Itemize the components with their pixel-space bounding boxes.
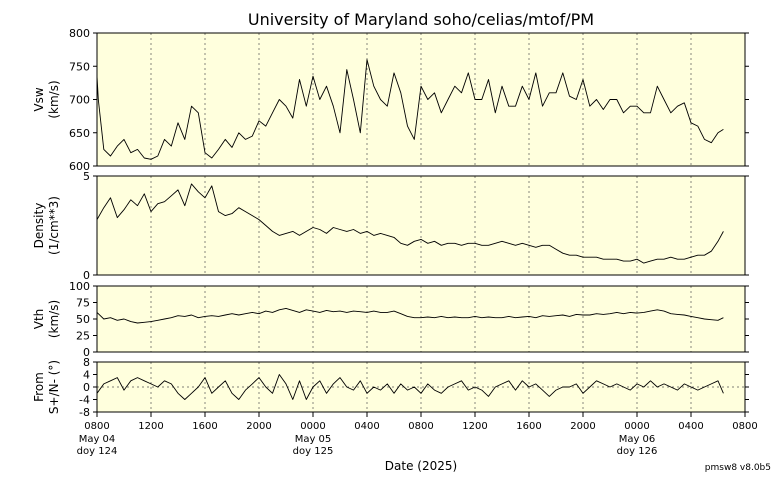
- panel-3: 0 25 50 75 100 Vth (km/s): [32, 280, 749, 359]
- y-tick-label: 600: [69, 160, 90, 173]
- y-axis-unit: (1/cm**3): [47, 196, 61, 255]
- date-label: May 05: [295, 434, 332, 445]
- y-tick-label: 8: [83, 356, 90, 369]
- x-tick-label: 1600: [192, 421, 217, 432]
- x-axis: 0800 1200 1600 2000 0000 0400 0800 1200 1600 2000…: [77, 412, 758, 457]
- x-tick-label: 0400: [354, 421, 379, 432]
- doy-label: doy 124: [77, 446, 118, 457]
- x-tick-label: 1200: [462, 421, 487, 432]
- y-axis-unit: (km/s): [47, 80, 61, 118]
- y-axis-label: Vth: [32, 309, 46, 330]
- y-tick-label: 5: [83, 170, 90, 183]
- y-tick-label: 800: [69, 27, 90, 40]
- date-label: May 06: [619, 434, 656, 445]
- y-axis-unit: S+/N- (°): [47, 360, 61, 414]
- y-tick-label: 100: [69, 280, 90, 293]
- x-tick-label: 0800: [408, 421, 433, 432]
- y-tick-label: 750: [69, 60, 90, 73]
- y-axis-label: Vsw: [32, 87, 46, 111]
- y-axis-unit: (km/s): [47, 300, 61, 338]
- x-tick-label: 2000: [570, 421, 595, 432]
- date-label: May 04: [79, 434, 116, 445]
- version-label: pmsw8 v8.0b5: [705, 463, 771, 473]
- y-tick-label: 650: [69, 127, 90, 140]
- x-tick-label: 1600: [516, 421, 541, 432]
- doy-label: doy 125: [293, 446, 334, 457]
- chart-title: University of Maryland soho/celias/mtof/…: [248, 10, 594, 29]
- y-tick-label: -4: [79, 394, 90, 407]
- y-tick-label: 0: [83, 381, 90, 394]
- doy-label: doy 126: [617, 446, 658, 457]
- series-line: [96, 307, 724, 324]
- x-tick-label: 0000: [300, 421, 325, 432]
- x-axis-label: Date (2025): [385, 459, 457, 473]
- x-tick-label: 0400: [678, 421, 703, 432]
- y-tick-label: 25: [76, 330, 90, 343]
- y-tick-label: 0: [83, 269, 90, 282]
- y-tick-label: 4: [83, 369, 90, 382]
- y-axis-label: Density: [32, 203, 46, 249]
- x-tick-label: 1200: [138, 421, 163, 432]
- y-tick-label: 75: [76, 297, 90, 310]
- y-tick-label: 700: [69, 94, 90, 107]
- y-tick-label: 0: [83, 346, 90, 359]
- panel-1: 600 650 700 750 800 Vsw (km/s): [32, 27, 749, 173]
- x-tick-label: 0000: [624, 421, 649, 432]
- series-line: [96, 183, 724, 264]
- panel-2: 0 5 Density (1/cm**3): [32, 170, 749, 282]
- x-tick-label: 0800: [84, 421, 109, 432]
- y-tick-label: 50: [76, 313, 90, 326]
- series-line: [96, 374, 724, 400]
- series-line: [96, 59, 724, 160]
- x-tick-label: 0800: [732, 421, 757, 432]
- panel-frame: [96, 175, 746, 276]
- y-axis-label: From: [32, 372, 46, 402]
- x-tick-label: 2000: [246, 421, 271, 432]
- y-tick-label: -8: [79, 406, 90, 419]
- panel-background: [97, 176, 745, 275]
